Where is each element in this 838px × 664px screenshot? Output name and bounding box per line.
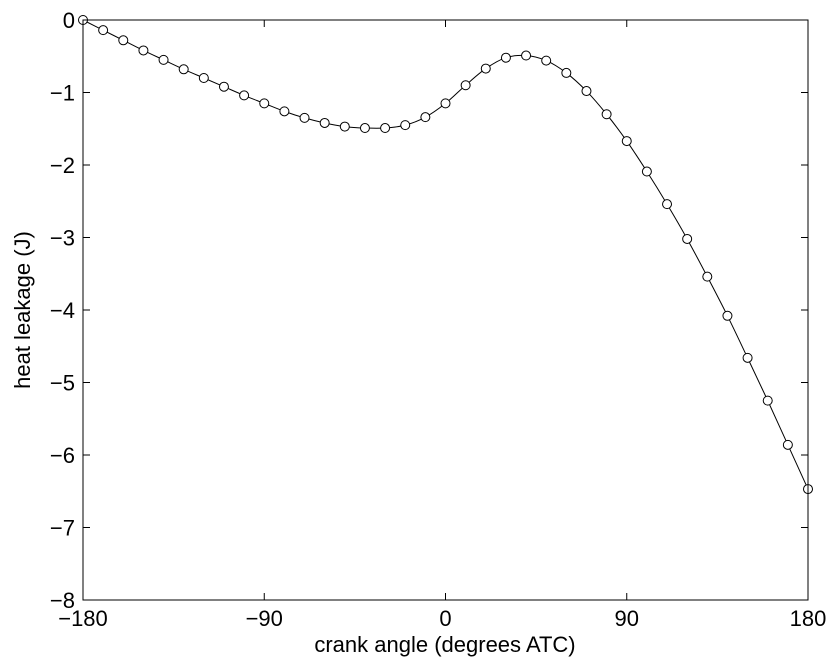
y-tick-label: 0 [63,8,75,33]
data-point [98,25,109,36]
plot-area [78,15,813,495]
data-point [138,45,149,56]
data-point [259,98,270,109]
x-tick-labels: −180 −90 0 90 180 [58,606,826,631]
data-point [359,123,370,134]
data-point [118,35,129,46]
data-point [480,63,491,74]
data-point [782,439,793,450]
y-tick-label: −7 [50,516,75,541]
data-point [400,120,411,131]
data-point [339,121,350,132]
data-point [239,90,250,101]
data-point [319,117,330,128]
data-point [460,80,471,91]
x-tick-label: 180 [790,606,827,631]
data-point [279,106,290,117]
y-tick-label: −5 [50,371,75,396]
y-axis-label: heat leakage (J) [10,231,35,389]
data-point [561,67,572,78]
x-tick-label: −90 [246,606,283,631]
y-tick-label: −8 [50,588,75,613]
data-point [762,395,773,406]
data-point [601,109,612,120]
data-point [541,55,552,66]
data-point [420,112,431,123]
data-point [722,310,733,321]
x-tick-label: −180 [58,606,108,631]
data-point [500,52,511,63]
x-axis-label: crank angle (degrees ATC) [314,632,575,657]
y-tick-label: −3 [50,226,75,251]
data-point [178,64,189,75]
data-point [621,136,632,147]
data-point [662,199,673,210]
data-point [198,73,209,83]
data-point [742,352,753,363]
data-point [299,112,310,123]
axes-box [82,19,809,601]
data-point [218,81,229,92]
x-tick-label: 90 [615,606,639,631]
x-tick-label: 0 [439,606,451,631]
data-point [581,86,592,97]
data-point [702,271,713,282]
data-point [380,123,391,134]
y-tick-label: −2 [50,153,75,178]
data-point [641,166,652,177]
data-point [521,50,532,61]
data-point [158,54,169,65]
y-tick-label: −4 [50,298,75,323]
y-tick-label: −6 [50,443,75,468]
data-point [682,233,693,244]
data-point [440,98,451,109]
y-tick-labels: 0 −1 −2 −3 −4 −5 −6 −7 −8 [50,8,75,613]
y-tick-label: −1 [50,81,75,106]
